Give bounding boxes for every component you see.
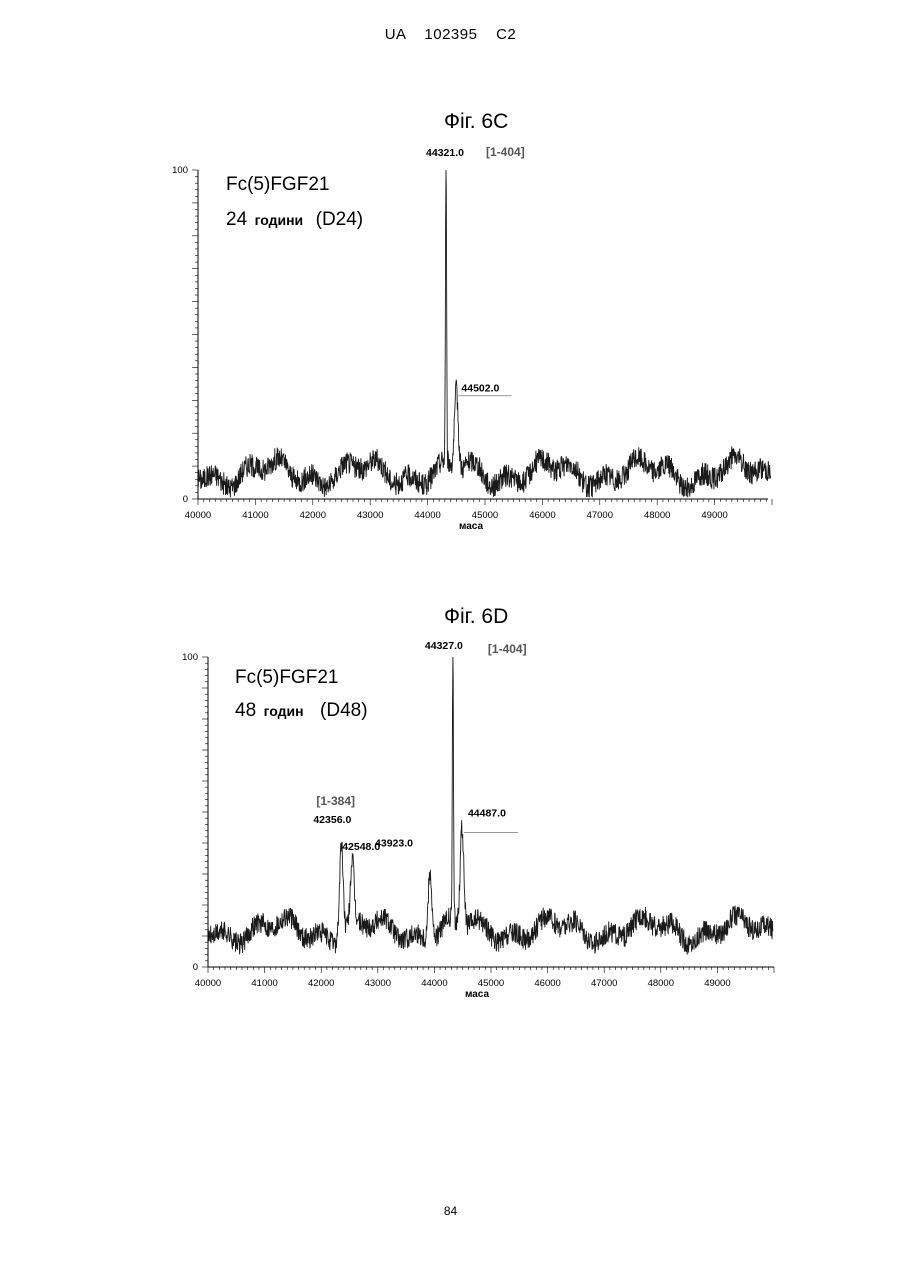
peak-label: 44321.0 — [426, 147, 464, 159]
peak-label: 42356.0 — [313, 814, 351, 826]
x-tick-label: 41000 — [242, 510, 268, 521]
x-tick-label: 42000 — [300, 510, 326, 521]
y-tick-label: 0 — [193, 962, 198, 973]
x-tick-label: 42000 — [308, 978, 334, 989]
peak-label: 43923.0 — [375, 838, 413, 850]
x-tick-label: 43000 — [365, 978, 391, 989]
fragment-label: [1-404] — [486, 145, 525, 159]
peak-label: 44327.0 — [425, 640, 463, 652]
figure-title-6c: Фіг. 6С — [444, 110, 508, 134]
spectrum-trace — [208, 657, 773, 955]
sample-time-unit: години — [255, 212, 304, 228]
x-tick-label: 49000 — [701, 510, 727, 521]
sample-time-unit: годин — [264, 703, 304, 719]
sample-time: 48 годин (D48) — [235, 700, 368, 721]
x-tick-label: 45000 — [472, 510, 498, 521]
x-tick-label: 44000 — [421, 978, 447, 989]
x-tick-label: 47000 — [587, 510, 613, 521]
fragment-label: [1-384] — [316, 794, 355, 808]
sample-time-value: 24 — [226, 209, 248, 230]
sample-name: Fc(5)FGF21 — [226, 174, 329, 195]
patent-header: UA 102395 C2 — [0, 26, 901, 43]
x-axis-title: маса — [465, 989, 490, 1000]
x-tick-label: 49000 — [704, 978, 730, 989]
x-tick-label: 43000 — [357, 510, 383, 521]
figure-title-6d: Фіг. 6D — [444, 605, 508, 629]
sample-time-value: 48 — [235, 700, 256, 721]
y-tick-label: 100 — [172, 165, 188, 176]
x-tick-label: 45000 — [478, 978, 504, 989]
sample-name: Fc(5)FGF21 — [235, 667, 338, 688]
x-tick-label: 40000 — [195, 978, 221, 989]
spectrum-chart-6c: Fc(5)FGF21 24 години (D24) 0 100 40000 4100… — [160, 142, 780, 537]
x-tick-label: 48000 — [644, 510, 670, 521]
spectrum-svg-6c: Fc(5)FGF21 24 години (D24) 0 100 40000 4100… — [160, 142, 780, 537]
x-tick-label: 46000 — [534, 978, 560, 989]
x-tick-label: 44000 — [414, 510, 440, 521]
x-tick-label: 41000 — [251, 978, 277, 989]
spectrum-chart-6d: Fc(5)FGF21 48 годин (D48) 0 100 40000 41000… — [160, 640, 785, 1005]
peak-label: 44502.0 — [461, 383, 499, 395]
sample-code: (D48) — [320, 700, 368, 721]
fragment-label: [1-404] — [488, 642, 527, 656]
y-tick-label: 100 — [182, 652, 198, 663]
x-tick-label: 48000 — [648, 978, 674, 989]
x-tick-label: 47000 — [591, 978, 617, 989]
y-tick-label: 0 — [183, 494, 188, 505]
x-tick-label: 46000 — [529, 510, 555, 521]
peak-label: 44487.0 — [468, 808, 506, 820]
x-axis-title: маса — [459, 521, 484, 532]
sample-time: 24 години (D24) — [226, 209, 363, 230]
page-number: 84 — [0, 1204, 901, 1218]
x-tick-label: 40000 — [185, 510, 211, 521]
spectrum-svg-6d: Fc(5)FGF21 48 годин (D48) 0 100 40000 41000… — [160, 640, 785, 1005]
sample-code: (D24) — [316, 209, 364, 230]
